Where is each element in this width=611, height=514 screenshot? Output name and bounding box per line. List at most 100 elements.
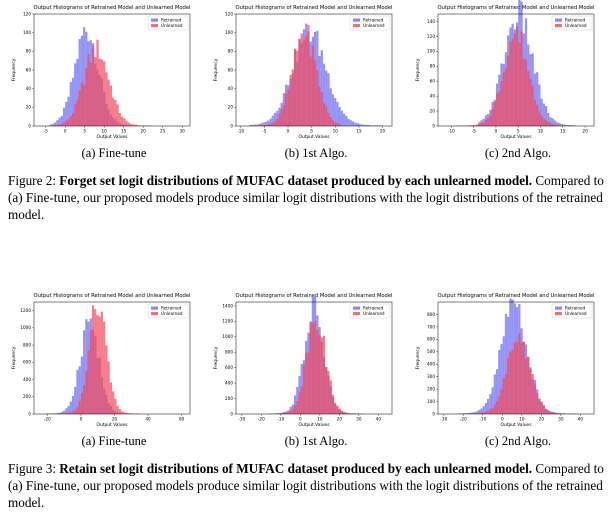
histogram-bar (347, 413, 350, 414)
histogram-bar (334, 122, 337, 126)
x-tick-label: -10 (479, 417, 486, 422)
histogram-bar (69, 82, 72, 126)
x-tick-label: 20 (380, 129, 386, 134)
histogram-bar (67, 412, 70, 414)
histogram-bar (118, 408, 121, 414)
histogram-bar (94, 57, 97, 126)
histogram-bar (498, 91, 501, 126)
histogram-bar (482, 122, 485, 126)
x-tick-label: 0 (299, 417, 302, 422)
histogram-bar (507, 55, 510, 126)
chart-panel-3: Output Histograms of Retrained Model and… (408, 0, 600, 144)
histogram-bar (140, 125, 144, 126)
histogram-bar (134, 413, 137, 414)
histogram-bar (322, 63, 326, 126)
histogram-bar (493, 404, 496, 414)
histogram-bar (296, 400, 299, 414)
legend-swatch (353, 312, 360, 316)
x-tick-label: 30 (356, 417, 362, 422)
legend-label: Retrained (161, 306, 182, 311)
chart-panel-1: Output Histograms of Retrained Model and… (4, 2, 196, 144)
plot-frame (235, 301, 393, 415)
subcaption: (b) 1st Algo. (284, 146, 348, 160)
histogram-bar (491, 387, 494, 414)
x-tick-label: -20 (44, 417, 51, 422)
histogram-bar (478, 413, 481, 414)
histogram-bar (285, 412, 288, 414)
histogram-bar (491, 108, 494, 126)
histogram-bar (327, 113, 330, 126)
histogram-bar (342, 113, 346, 126)
y-tick-label: 400 (225, 381, 233, 386)
histogram-bar (478, 409, 481, 414)
histogram-bar (493, 374, 496, 414)
x-tick-label: 20 (539, 417, 545, 422)
histogram-bar (276, 110, 279, 126)
y-tick-label: 800 (23, 342, 31, 347)
histogram-bar (336, 122, 339, 126)
histogram-bar (318, 334, 321, 414)
subcaption: (b) 1st Algo. (284, 434, 348, 448)
subcaption: (a) Fine-tune (81, 434, 147, 448)
y-tick-label: 40 (430, 94, 436, 99)
histogram-bar (325, 106, 328, 126)
figure-caption-bold: Forget set logit distributions of MUFAC … (59, 173, 533, 188)
histogram-bar (91, 45, 95, 126)
histogram-bar (484, 403, 488, 414)
y-tick-label: 100 (427, 399, 435, 404)
histogram-bar (329, 380, 332, 414)
histogram-bar (374, 125, 377, 126)
histogram-bar (331, 94, 335, 126)
histogram-bar (54, 125, 57, 126)
x-tick-label: 20 (112, 417, 118, 422)
y-tick-label: 1200 (20, 308, 31, 313)
histogram-bar (531, 374, 534, 414)
histogram-bar (123, 412, 126, 414)
x-tick-label: 40 (145, 417, 151, 422)
histogram-bar (127, 413, 130, 414)
histogram-bar (96, 39, 99, 127)
histogram-bar (520, 31, 523, 126)
histogram-bar (544, 119, 548, 126)
histogram-bar (258, 125, 261, 126)
histogram-bar (471, 125, 474, 126)
x-tick-label: 5 (83, 129, 86, 134)
histogram-bar (327, 370, 330, 414)
histogram-bar (489, 115, 492, 126)
histogram-bar (489, 409, 492, 414)
histogram-bar (565, 124, 568, 126)
histogram-bar (345, 115, 348, 126)
histogram-bar (378, 125, 381, 126)
histogram-bar (562, 124, 566, 126)
histogram-bar (271, 115, 274, 126)
histogram-bar (356, 123, 359, 126)
y-tick-label: 1000 (20, 325, 31, 330)
histogram-bar (536, 392, 539, 414)
series-unlearned (455, 27, 559, 127)
x-tick-label: -30 (238, 417, 245, 422)
x-tick-label: 30 (558, 417, 564, 422)
histogram-bar (60, 123, 63, 126)
y-tick-label: 200 (23, 394, 31, 399)
histogram-bar (307, 352, 310, 414)
histogram-bar (260, 125, 263, 126)
histogram-bar (507, 358, 510, 414)
histogram-bar (298, 392, 301, 414)
y-tick-label: 300 (427, 374, 435, 379)
y-tick-label: 100 (225, 30, 233, 35)
histogram-bar (464, 413, 467, 414)
x-tick-label: -10 (277, 417, 284, 422)
histogram-bar (509, 42, 512, 127)
histogram-bar (285, 93, 288, 126)
histogram-bar (489, 394, 492, 414)
histogram-bar (76, 99, 79, 126)
legend-swatch (151, 18, 158, 22)
histogram-bar (58, 412, 61, 414)
histogram-bar (347, 118, 350, 126)
histogram-bar (475, 413, 479, 414)
histogram-bar (556, 122, 559, 126)
histogram-bar (85, 67, 88, 126)
histogram-bar (482, 412, 485, 414)
legend-label: Retrained (363, 306, 384, 311)
histogram-bar (56, 124, 59, 126)
